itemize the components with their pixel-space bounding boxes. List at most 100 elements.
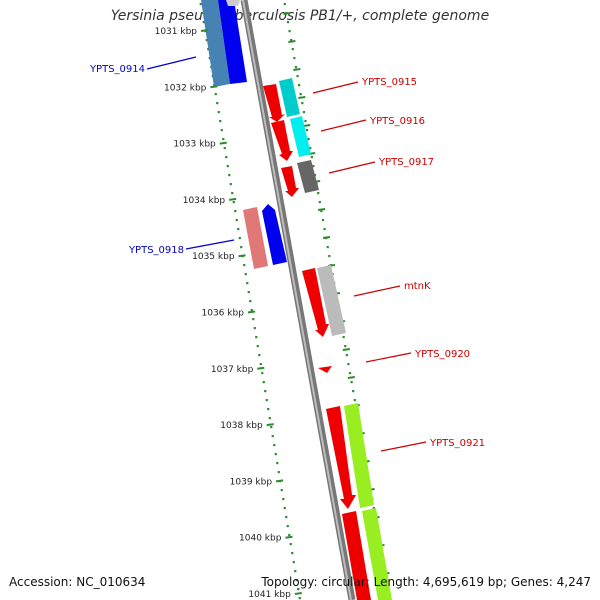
ring-dot [246,282,249,285]
ring-dot [283,3,286,6]
ring-dot [345,354,348,357]
tick-mark [210,85,218,89]
ring-dot [255,336,258,339]
gene-label-ypts-0918[interactable]: YPTS_0918 [128,245,184,256]
ring-dot [298,597,301,600]
gene-ypts-0918-pink[interactable] [243,207,268,269]
ring-dot [253,327,256,330]
gene-ypts-0920[interactable] [318,366,332,373]
gene-ypts-0917-gray[interactable] [297,160,319,193]
ring-dot [228,174,231,177]
ring-dot [276,462,279,465]
ring-dot [270,426,273,429]
ring-dot [268,417,271,420]
gene-mtnk-red[interactable] [302,268,329,337]
leader-ypts-0920 [365,352,412,363]
ring-dot [274,453,277,456]
ring-dash [283,12,291,15]
gene-ypts-0918-blue[interactable] [262,204,287,265]
ring-dot [342,336,345,339]
gene-label-ypts-0921[interactable]: YPTS_0921 [429,438,485,449]
tick-label: 1031 kbp [155,27,198,37]
ring-dot [217,111,220,114]
ring-dot [291,552,294,555]
tick-label: 1036 kbp [202,309,245,319]
leader-ypts-0917 [328,161,376,174]
gene-ypts-0916-red[interactable] [271,120,293,161]
ring-dot [226,165,229,168]
gene-ypts-0921-red[interactable] [326,406,356,509]
gene-ypts-0921-lime[interactable] [344,403,374,508]
ring-dot [298,84,301,87]
leader-mtnk [353,285,401,297]
ring-dot [288,30,291,33]
gene-top-gray[interactable] [226,0,240,6]
ring-dot [225,156,228,159]
tick-mark [219,141,227,145]
gene-labels: YPTS_0914 YPTS_0915 YPTS_0916 YPTS_0917 YPTS… [89,56,485,452]
gene-mtnk-gray[interactable] [317,265,346,336]
ring-dot [328,255,331,258]
ring-dot [288,534,291,537]
ring-dot [214,93,217,96]
ring-dash [293,68,301,71]
ring-dash [288,40,296,43]
ring-dot [299,93,302,96]
ring-dot [220,129,223,132]
gene-label-ypts-0917[interactable]: YPTS_0917 [378,157,434,168]
ring-dot [250,309,253,312]
tick-label: 1041 kbp [248,590,291,600]
tick-label: 1034 kbp [183,196,226,206]
tick-label: 1037 kbp [211,365,254,375]
ring-dot [267,408,270,411]
tick-label: 1038 kbp [220,421,263,431]
ring-dot [216,102,219,105]
ring-dot [286,525,289,528]
ring-dot [302,111,305,114]
ring-dot [205,39,208,42]
ring-dot [286,21,290,24]
gene-label-ypts-0914[interactable]: YPTS_0914 [89,64,145,75]
ring-dot [305,129,309,132]
tick-mark [257,366,265,370]
ring-dot [199,3,202,6]
gene-ypts-0916-cyan[interactable] [290,116,311,157]
gene-ypts-0914-right[interactable] [218,0,247,84]
ring-dot [312,165,315,168]
ring-dot [321,219,325,222]
tick-mark [247,310,256,314]
ring-dot [258,354,261,357]
ring-dot [294,570,297,573]
gene-label-ypts-0915[interactable]: YPTS_0915 [361,77,417,88]
ring-dot [234,210,237,213]
leader-ypts-0921 [380,441,427,452]
gene-bottom-lime[interactable] [362,508,392,600]
tick-mark [285,535,293,539]
ring-dash [322,236,331,239]
gene-label-ypts-0916[interactable]: YPTS_0916 [369,116,425,127]
topology-label: Topology: circular; Length: 4,695,619 bp… [261,575,591,589]
tick-label: 1039 kbp [230,477,273,487]
ring-dot [352,390,355,393]
ring-dot [285,516,288,519]
ring-dot [304,120,307,123]
ring-dot [240,246,243,249]
ring-dot [297,588,300,591]
gene-bottom-red[interactable] [342,511,371,600]
ring-dot [318,201,321,204]
ring-dot [207,48,210,51]
ring-dot [283,507,286,510]
ring-dash [342,348,350,351]
ring-dot [291,48,294,51]
leader-ypts-0918 [185,239,235,250]
gene-label-ypts-0920[interactable]: YPTS_0920 [414,349,470,360]
tick-mark [238,254,246,258]
gene-label-mtnk[interactable]: mtnK [404,281,431,292]
gene-ypts-0915-cyan[interactable] [279,78,300,117]
ring-dot [223,147,226,150]
ring-dot [296,75,299,78]
gene-ypts-0914-left[interactable] [201,0,230,87]
gene-ypts-0917-red[interactable] [281,166,299,197]
gene-ypts-0915-red[interactable] [263,84,285,122]
